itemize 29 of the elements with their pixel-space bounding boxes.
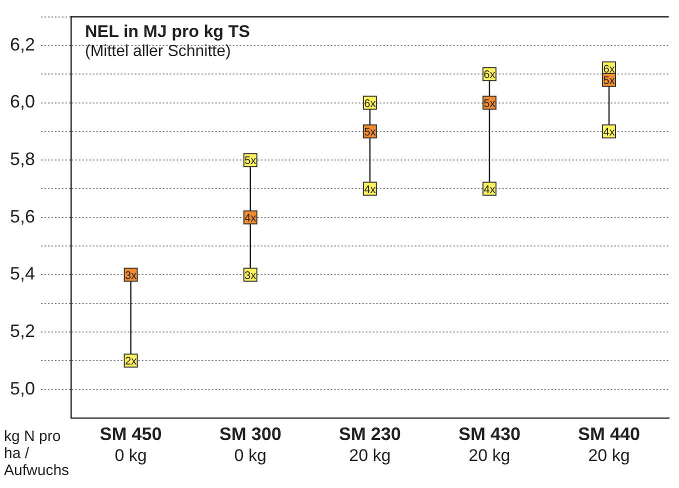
x-axis-title: kg N pro ha / Aufwuchs <box>4 428 70 479</box>
text: (Mittel aller Schnitte) <box>85 43 231 60</box>
x-tick-label: SM 440 20 kg <box>578 424 640 466</box>
y-tick-label: 6,0 <box>10 92 36 112</box>
text: 6x <box>484 69 496 82</box>
chart-title: NEL in MJ pro kg TS <box>85 22 250 41</box>
x-tick-label: SM 230 20 kg <box>338 424 401 466</box>
text: 4x <box>603 126 615 138</box>
y-tick-label: 5,4 <box>10 264 36 284</box>
x-tick-label: SM 430 20 kg <box>458 424 520 466</box>
series-label: 6x <box>603 63 616 76</box>
text: 5x <box>484 98 496 110</box>
text: 4x <box>364 184 376 196</box>
y-tick-label: 5,0 <box>10 378 36 398</box>
text: 5x <box>364 126 376 138</box>
text: 4x <box>484 184 496 196</box>
series-label: 3x <box>124 270 138 282</box>
text: 3x <box>244 270 256 282</box>
series-label: 4x <box>244 212 257 224</box>
x-tick-label: SM 450 0 kg <box>100 424 162 466</box>
text: 5x <box>603 74 615 87</box>
series-label: 5x <box>244 155 257 168</box>
y-tick-label: 6,2 <box>10 34 36 54</box>
series-label: 2x <box>124 356 138 368</box>
text: 6x <box>364 98 376 110</box>
y-tick-label: 5,6 <box>10 206 36 226</box>
y-tick-label: 5,8 <box>10 149 36 170</box>
x-tick-label: SM 300 0 kg <box>219 424 282 466</box>
y-tick-label: 5,2 <box>10 320 36 341</box>
